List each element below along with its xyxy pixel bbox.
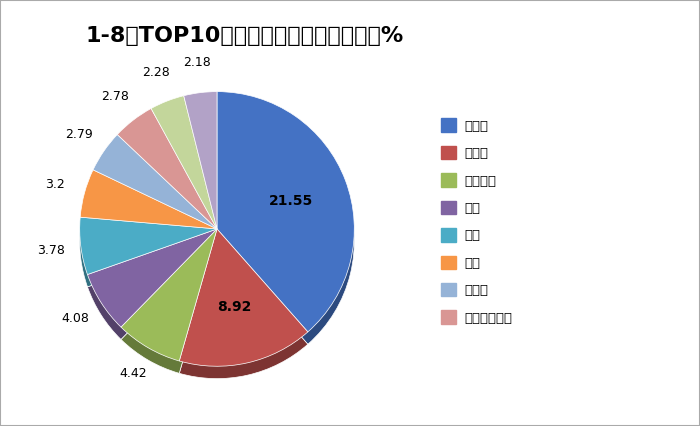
Wedge shape bbox=[183, 104, 217, 241]
Wedge shape bbox=[118, 121, 217, 241]
Text: 3.2: 3.2 bbox=[46, 178, 65, 191]
Legend: 俄罗斯, 墨西哥, 澳大利亚, 智利, 越南, 沙特, 菲律宾, 乌兹别克斯坦: 俄罗斯, 墨西哥, 澳大利亚, 智利, 越南, 沙特, 菲律宾, 乌兹别克斯坦 bbox=[440, 118, 512, 325]
Wedge shape bbox=[121, 241, 217, 373]
Wedge shape bbox=[217, 104, 354, 344]
Text: 1-8月TOP10出口国累计占据的市场份额%: 1-8月TOP10出口国累计占据的市场份额% bbox=[86, 26, 404, 46]
Wedge shape bbox=[121, 229, 217, 361]
Wedge shape bbox=[151, 108, 217, 241]
Wedge shape bbox=[80, 217, 217, 274]
Wedge shape bbox=[80, 182, 217, 241]
Wedge shape bbox=[151, 96, 217, 229]
Wedge shape bbox=[118, 109, 217, 229]
Wedge shape bbox=[93, 147, 217, 241]
Wedge shape bbox=[179, 241, 308, 379]
Wedge shape bbox=[88, 241, 217, 340]
Text: 2.18: 2.18 bbox=[183, 56, 211, 69]
Wedge shape bbox=[217, 92, 354, 332]
Text: 2.28: 2.28 bbox=[142, 66, 170, 79]
Wedge shape bbox=[93, 135, 217, 229]
Wedge shape bbox=[80, 230, 217, 287]
Text: 4.08: 4.08 bbox=[62, 312, 90, 325]
Text: 2.78: 2.78 bbox=[101, 90, 129, 103]
Text: 3.78: 3.78 bbox=[37, 244, 64, 256]
Text: 8.92: 8.92 bbox=[218, 299, 252, 314]
Text: 21.55: 21.55 bbox=[270, 194, 314, 208]
Text: 4.42: 4.42 bbox=[119, 367, 146, 380]
Wedge shape bbox=[183, 92, 217, 229]
Wedge shape bbox=[179, 229, 308, 366]
Wedge shape bbox=[88, 229, 217, 327]
Text: 2.79: 2.79 bbox=[65, 128, 93, 141]
Wedge shape bbox=[80, 170, 217, 229]
